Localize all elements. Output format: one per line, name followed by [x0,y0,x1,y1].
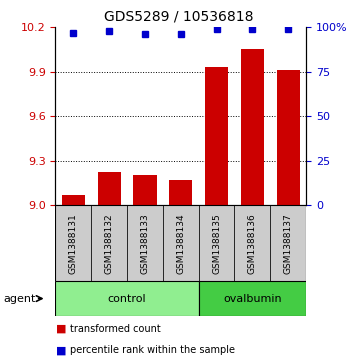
Bar [199,281,306,316]
Bar [276,70,300,205]
Bar [55,205,91,281]
Bar [133,175,157,205]
Text: ■: ■ [55,323,66,334]
Bar [91,205,127,281]
Text: transformed count: transformed count [70,323,160,334]
Bar [270,205,306,281]
Text: GSM1388131: GSM1388131 [69,213,78,274]
Text: GSM1388132: GSM1388132 [105,213,114,274]
Text: ■: ■ [55,345,66,355]
Bar [55,281,199,316]
Text: GDS5289 / 10536818: GDS5289 / 10536818 [104,9,254,23]
Bar [241,49,264,205]
Text: agent: agent [4,294,36,303]
Text: ovalbumin: ovalbumin [223,294,282,303]
Bar [97,172,121,205]
Text: control: control [108,294,146,303]
Bar [205,67,228,205]
Text: GSM1388135: GSM1388135 [212,213,221,274]
Bar [62,195,85,205]
Text: GSM1388137: GSM1388137 [284,213,293,274]
Text: GSM1388134: GSM1388134 [176,213,185,274]
Bar [169,180,192,205]
Bar [234,205,270,281]
Bar [163,205,199,281]
Text: GSM1388133: GSM1388133 [140,213,150,274]
Bar [127,205,163,281]
Bar [199,205,234,281]
Text: percentile rank within the sample: percentile rank within the sample [70,345,235,355]
Text: GSM1388136: GSM1388136 [248,213,257,274]
